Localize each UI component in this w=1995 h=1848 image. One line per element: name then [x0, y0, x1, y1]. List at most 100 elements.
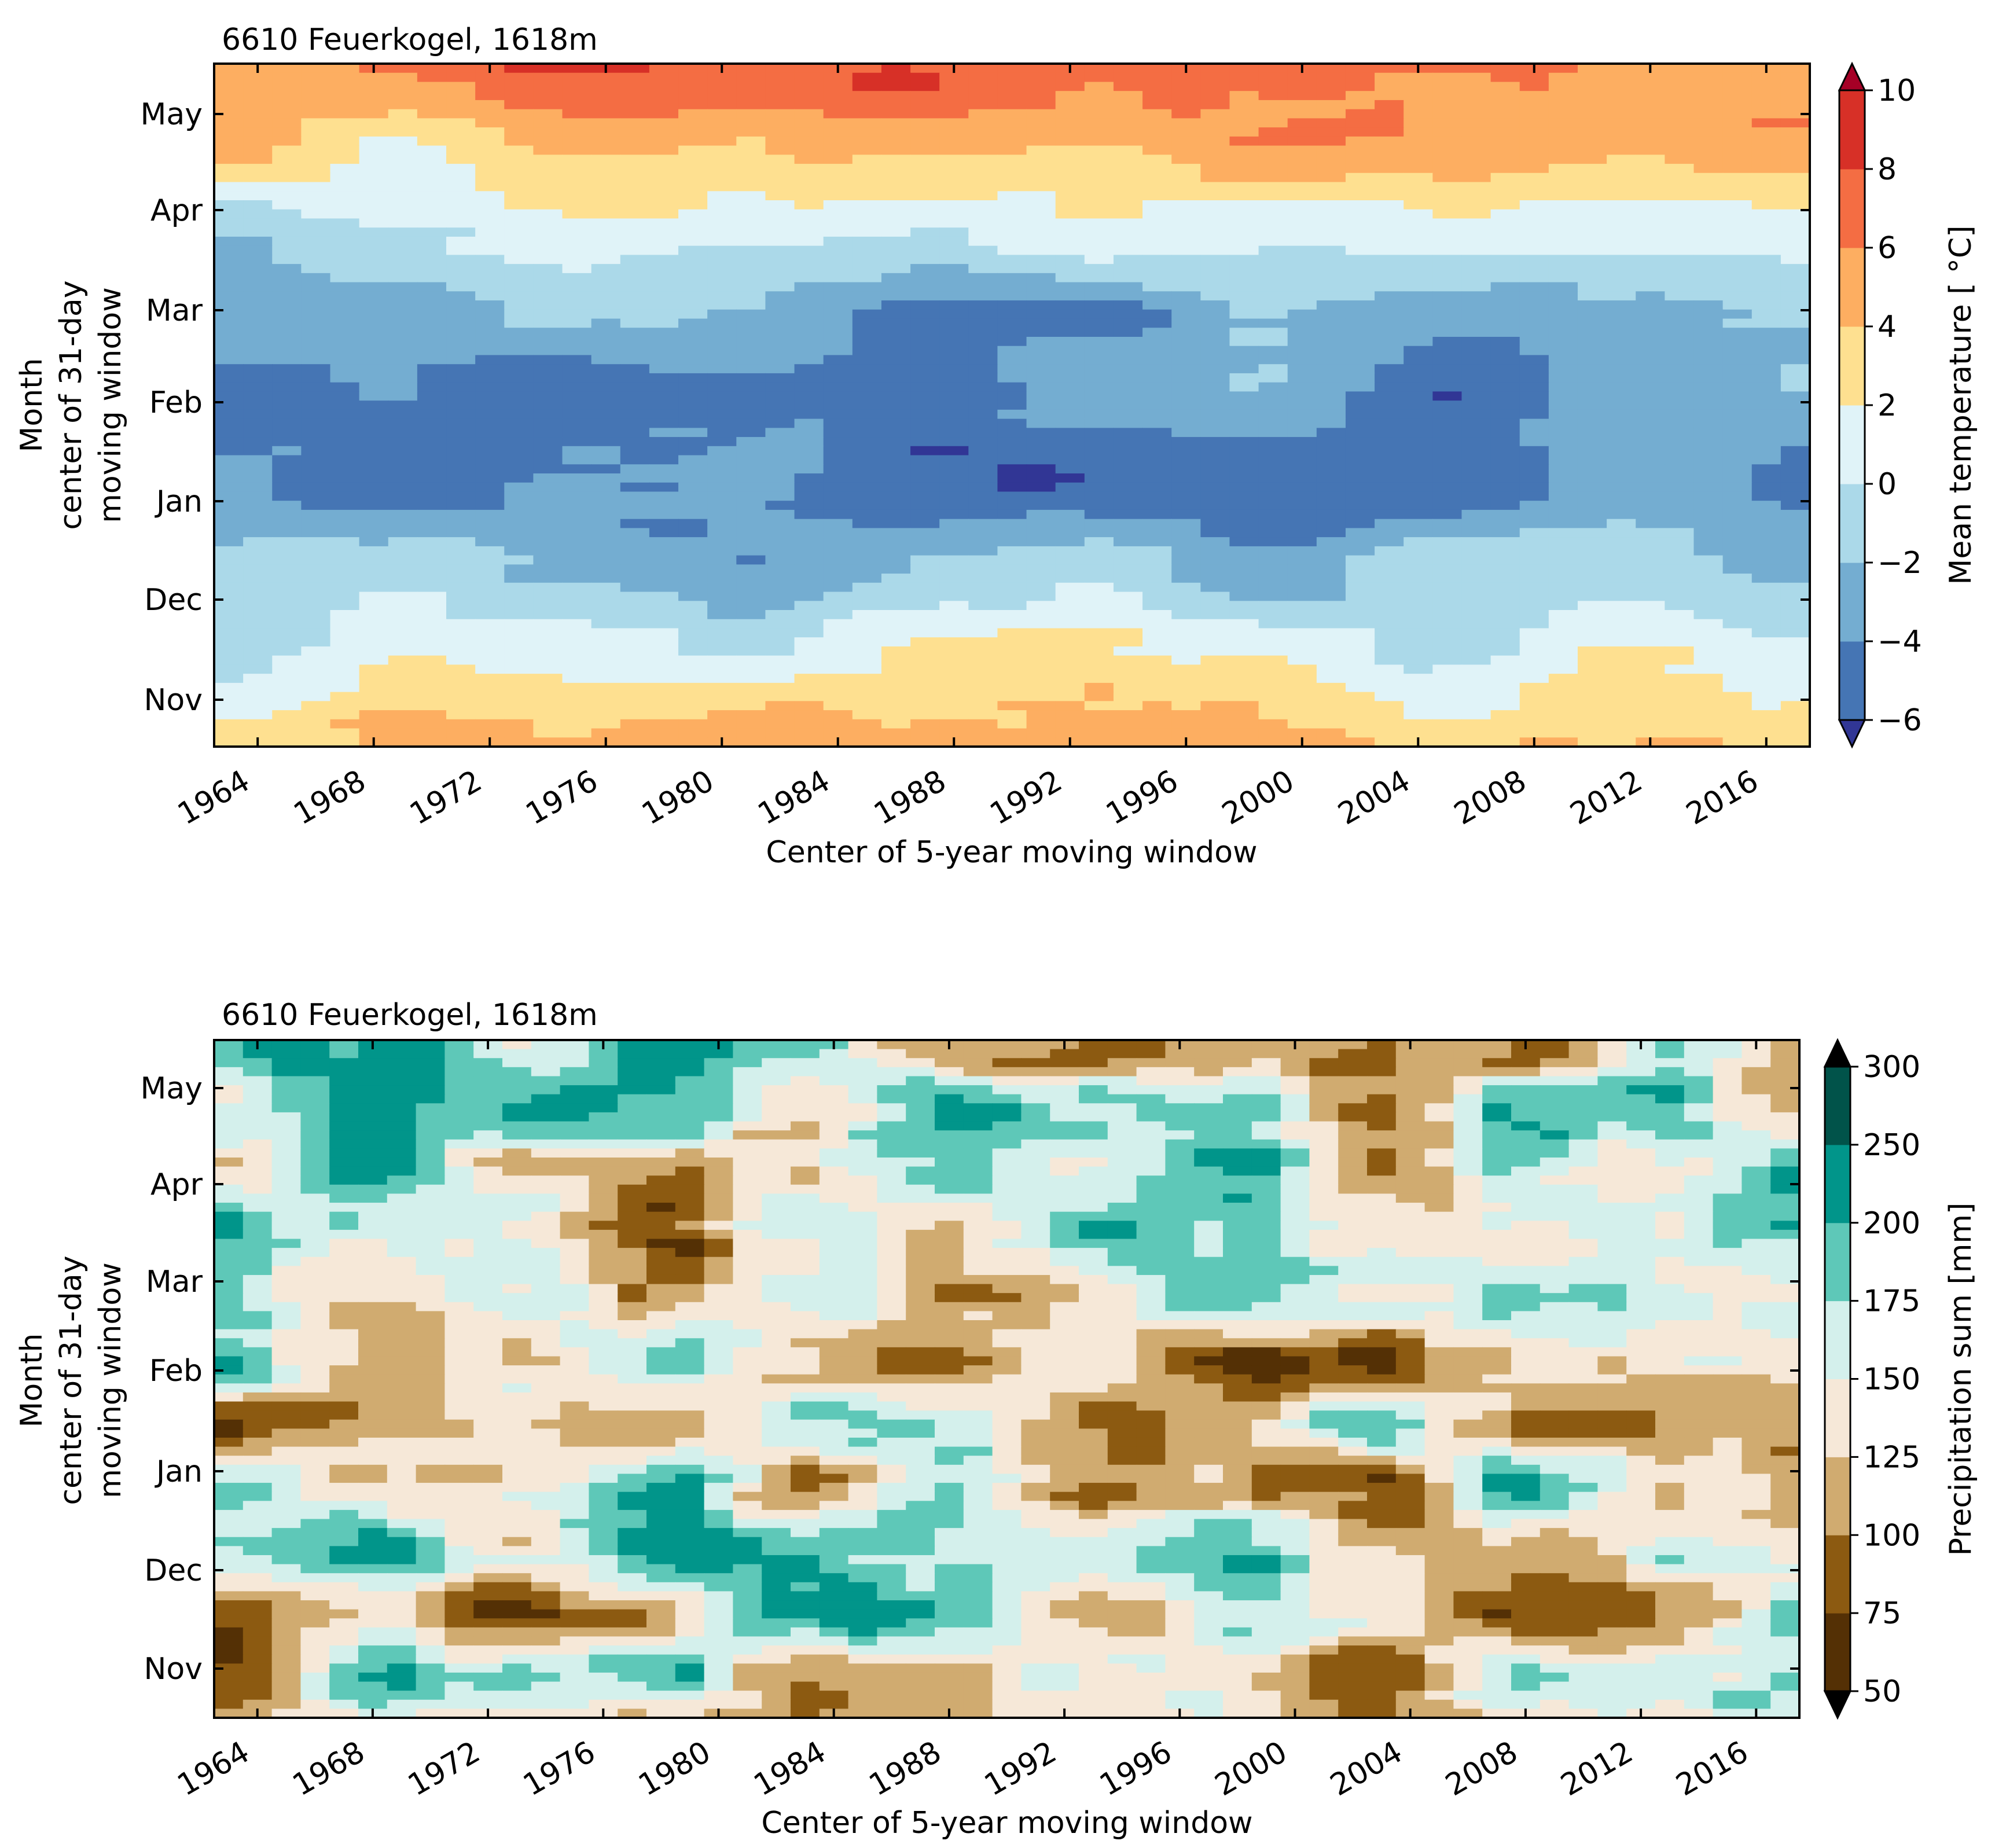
- heatmap-cell: [1780, 191, 1810, 201]
- heatmap-cell: [968, 555, 998, 565]
- heatmap-cell: [968, 364, 998, 374]
- heatmap-cell: [1345, 591, 1375, 602]
- heatmap-cell: [997, 637, 1027, 647]
- heatmap-cell: [1142, 109, 1172, 119]
- heatmap-cell: [388, 164, 418, 174]
- heatmap-cell: [1607, 701, 1637, 711]
- heatmap-cell: [939, 127, 969, 137]
- heatmap-cell: [997, 82, 1027, 91]
- heatmap-cell: [968, 300, 998, 310]
- heatmap-cell: [1258, 282, 1288, 292]
- heatmap-cell: [1548, 164, 1578, 174]
- heatmap-cell: [968, 118, 998, 128]
- heatmap-cell: [1113, 145, 1143, 156]
- heatmap-cell: [1171, 245, 1202, 256]
- heatmap-cell: [620, 646, 650, 656]
- heatmap-cell: [1490, 391, 1520, 401]
- heatmap-cell: [736, 401, 766, 410]
- heatmap-cell: [1722, 591, 1752, 602]
- heatmap-cell: [533, 637, 563, 647]
- heatmap-cell: [649, 72, 679, 83]
- heatmap-cell: [649, 227, 679, 237]
- heatmap-cell: [1636, 491, 1666, 501]
- heatmap-cell: [533, 155, 563, 164]
- heatmap-cell: [1171, 637, 1202, 647]
- heatmap-cell: [1424, 1049, 1454, 1059]
- heatmap-cell: [906, 1148, 935, 1158]
- heatmap-cell: [1084, 118, 1114, 128]
- heatmap-cell: [736, 701, 766, 711]
- heatmap-cell: [502, 1049, 532, 1059]
- heatmap-cell: [444, 1076, 474, 1086]
- heatmap-cell: [1223, 1112, 1252, 1122]
- heatmap-cell: [1519, 218, 1549, 228]
- heatmap-cell: [910, 227, 940, 237]
- heatmap-cell: [301, 172, 331, 183]
- heatmap-cell: [1375, 245, 1405, 256]
- heatmap-cell: [1461, 236, 1491, 247]
- heatmap-cell: [1665, 182, 1695, 192]
- heatmap-cell: [243, 519, 273, 529]
- heatmap-cell: [1287, 337, 1317, 347]
- heatmap-cell: [765, 182, 795, 192]
- heatmap-cell: [504, 501, 534, 510]
- heatmap-cell: [1780, 473, 1810, 483]
- heatmap-cell: [765, 337, 795, 347]
- heatmap-cell: [1194, 1094, 1224, 1104]
- heatmap-cell: [1200, 519, 1230, 529]
- heatmap-cell: [301, 464, 331, 474]
- heatmap-cell: [765, 191, 795, 201]
- heatmap-cell: [1519, 373, 1549, 383]
- heatmap-cell: [1200, 619, 1230, 629]
- heatmap-cell: [359, 655, 389, 666]
- heatmap-cell: [1055, 209, 1085, 219]
- heatmap-cell: [794, 355, 824, 365]
- heatmap-cell: [1693, 337, 1724, 347]
- heatmap-cell: [1519, 182, 1549, 192]
- heatmap-cell: [214, 674, 244, 684]
- heatmap-cell: [906, 1103, 935, 1113]
- heatmap-cell: [1316, 637, 1346, 647]
- heatmap-cell: [997, 428, 1027, 438]
- heatmap-cell: [1280, 1157, 1310, 1167]
- heatmap-cell: [1171, 200, 1202, 210]
- heatmap-cell: [1404, 72, 1434, 83]
- heatmap-cell: [1055, 664, 1085, 674]
- heatmap-cell: [1665, 291, 1695, 301]
- heatmap-cell: [446, 537, 476, 547]
- heatmap-cell: [475, 719, 505, 729]
- heatmap-cell: [388, 437, 418, 447]
- heatmap-cell: [1519, 682, 1549, 693]
- heatmap-cell: [301, 337, 331, 347]
- heatmap-cell: [620, 601, 650, 611]
- heatmap-cell: [1171, 546, 1202, 556]
- heatmap-cell: [214, 218, 244, 228]
- heatmap-cell: [1050, 1094, 1079, 1104]
- heatmap-cell: [1367, 1049, 1397, 1059]
- heatmap-cell: [1636, 601, 1666, 611]
- heatmap-cell: [939, 82, 969, 91]
- heatmap-cell: [504, 355, 534, 365]
- heatmap-cell: [1519, 637, 1549, 647]
- heatmap-cell: [300, 1094, 330, 1104]
- heatmap-cell: [1113, 100, 1143, 110]
- heatmap-cell: [1461, 637, 1491, 647]
- heatmap-cell: [502, 1130, 532, 1140]
- heatmap-cell: [1461, 300, 1491, 310]
- heatmap-cell: [243, 227, 273, 237]
- heatmap-cell: [939, 446, 969, 456]
- heatmap-cell: [1316, 209, 1346, 219]
- heatmap-cell: [1026, 564, 1056, 574]
- heatmap-cell: [1770, 1121, 1800, 1131]
- heatmap-cell: [591, 300, 621, 310]
- heatmap-cell: [997, 555, 1027, 565]
- heatmap-cell: [1432, 209, 1463, 219]
- heatmap-cell: [1636, 245, 1666, 256]
- heatmap-cell: [1055, 464, 1085, 474]
- heatmap-cell: [910, 182, 940, 192]
- heatmap-cell: [1511, 1076, 1541, 1086]
- heatmap-cell: [852, 509, 882, 520]
- heatmap-cell: [562, 555, 592, 565]
- heatmap-cell: [1461, 346, 1491, 356]
- heatmap-cell: [1432, 628, 1463, 638]
